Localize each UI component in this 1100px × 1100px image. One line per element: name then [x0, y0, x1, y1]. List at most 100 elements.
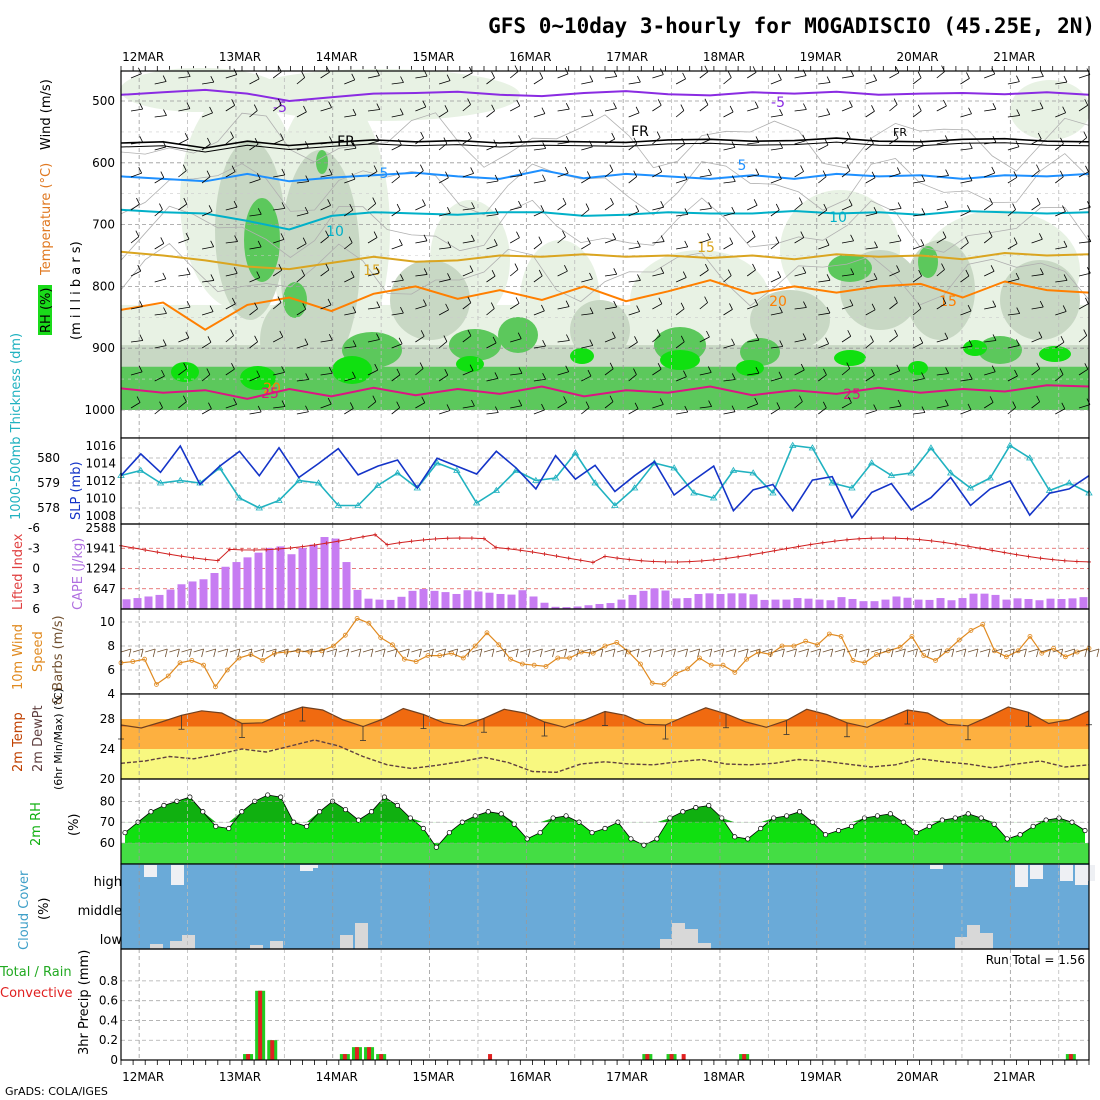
wind-barb	[589, 75, 594, 82]
wind-barb	[684, 405, 689, 413]
surface-wind-barb	[878, 648, 882, 658]
wind-barb	[541, 304, 545, 312]
wind-barb	[841, 274, 854, 277]
surface-wind-barb	[842, 648, 846, 658]
wind-barb	[178, 401, 187, 409]
thickness-point	[433, 459, 441, 466]
wind-barb	[486, 342, 497, 349]
wind-barb	[439, 212, 451, 217]
wind-barb	[965, 269, 970, 277]
wind-barb	[1062, 305, 1067, 312]
wind-barb	[794, 140, 806, 145]
surface-wind-barb	[261, 648, 265, 658]
wind10m-axis-label: Speed	[31, 631, 46, 672]
pressure-axis-label: (m i l l i b a r s)	[69, 241, 84, 340]
surface-wind-barb	[955, 648, 967, 653]
wind-barb	[518, 135, 522, 142]
rh2m-point	[602, 825, 608, 832]
thickness-point	[137, 466, 145, 473]
wind-barb	[400, 76, 404, 83]
wind-barb	[870, 335, 874, 342]
rh-band	[121, 843, 1089, 864]
wind-barb	[1031, 401, 1040, 409]
wind-barb	[352, 371, 356, 379]
lifted-index-point	[699, 558, 704, 563]
wind-barb	[564, 265, 568, 272]
wind-barb	[770, 114, 783, 118]
precip-convective-bar	[742, 1054, 747, 1060]
rh-region	[570, 300, 630, 360]
wind-barb	[178, 108, 190, 112]
surface-wind-barb	[931, 648, 942, 653]
wind-barb	[1055, 341, 1065, 349]
surface-wind-barb	[1072, 648, 1076, 658]
wind-barb	[822, 401, 827, 408]
wind-barb	[660, 235, 665, 242]
wind-barb	[367, 369, 378, 376]
slp-line	[120, 444, 1090, 520]
wind10m-axis-label: 10m Wind	[11, 624, 26, 690]
wind-barb	[1039, 300, 1044, 308]
cape-bar	[254, 552, 263, 609]
wind-barb	[960, 78, 970, 85]
surface-wind-barb	[822, 648, 833, 653]
wind-barb	[257, 208, 262, 215]
rh2m-point	[797, 809, 803, 815]
rh2m-axis-label: (%)	[67, 814, 82, 837]
wind-speed-point	[496, 642, 502, 648]
low-cloud-bar	[150, 944, 163, 949]
surface-wind-barb	[999, 648, 1003, 658]
precip-tick-label: 0.2	[99, 1033, 118, 1047]
wind-barb	[557, 203, 567, 211]
wind-barb	[747, 107, 759, 112]
wind-barb	[538, 269, 543, 277]
wind-barb	[201, 176, 211, 184]
wind-barb	[943, 99, 947, 107]
wind-barb	[1040, 268, 1044, 275]
surface-wind-barb	[128, 648, 132, 658]
wind-barb	[794, 171, 804, 178]
wind-barb	[564, 166, 569, 174]
wind-barb	[325, 263, 330, 271]
wind-barb	[376, 301, 381, 308]
wind-barb	[415, 335, 425, 343]
wind-barb	[1007, 146, 1020, 151]
wind-barb	[557, 141, 570, 145]
surface-wind-barb	[213, 648, 217, 658]
surface-wind-barb	[612, 648, 616, 658]
rh2m-point	[563, 813, 569, 819]
wind-barb	[562, 197, 567, 205]
thickness-point	[156, 479, 165, 486]
surface-wind-barb	[556, 648, 567, 653]
thickness-point	[986, 474, 994, 481]
wind-barb	[751, 230, 756, 237]
wind-barb	[800, 231, 805, 238]
cape-bar	[936, 598, 945, 609]
thickness-tick-label: 579	[37, 476, 60, 490]
wind-barb	[1031, 337, 1043, 343]
wind-barb	[775, 203, 780, 211]
wind-speed-point	[791, 643, 797, 649]
wind-barb	[1031, 306, 1044, 310]
wind-barb	[423, 268, 428, 275]
rh2m-point	[978, 815, 984, 821]
wind-barb	[889, 405, 902, 409]
surface-wind-barb	[677, 648, 688, 653]
rh2m-axis-label: 2m RH	[29, 802, 44, 846]
wind-barb	[727, 71, 732, 78]
wind-barb	[746, 236, 756, 244]
wind-barb	[1007, 278, 1020, 283]
lifted-index-point	[917, 537, 922, 542]
cape-bar	[518, 590, 527, 609]
wind-barb	[775, 236, 780, 243]
wind-barb	[794, 203, 803, 211]
wind-barb	[628, 246, 641, 250]
wind-barb	[225, 368, 235, 376]
wind-barb	[699, 71, 709, 79]
wind-barb	[280, 133, 284, 140]
thickness-point	[848, 484, 856, 491]
wind-barb	[444, 369, 449, 376]
wind-barb	[467, 329, 472, 337]
wind-barb	[1007, 209, 1016, 217]
surface-wind-barb	[508, 648, 519, 653]
